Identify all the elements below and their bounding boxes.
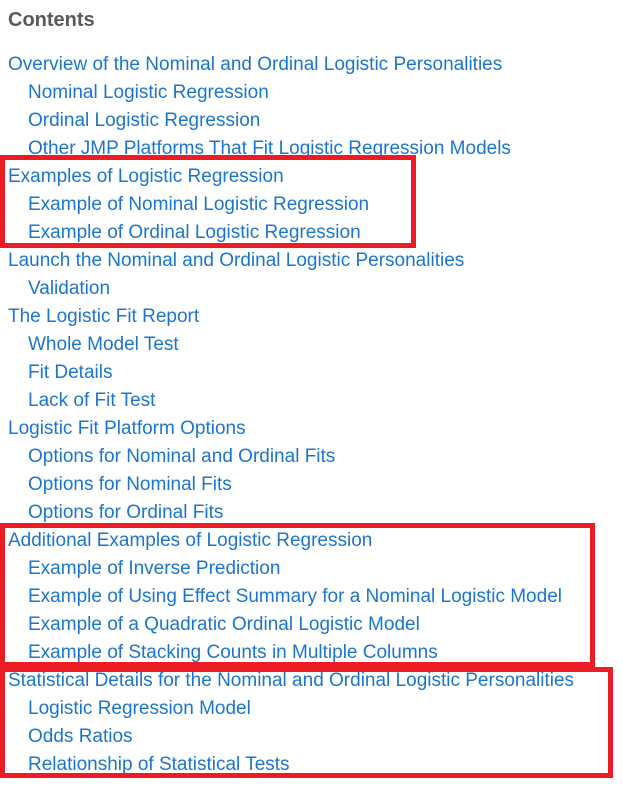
toc-item[interactable]: Example of Stacking Counts in Multiple C… xyxy=(28,642,438,663)
toc-item[interactable]: Whole Model Test xyxy=(28,334,179,355)
toc-item[interactable]: Validation xyxy=(28,278,111,299)
toc-item[interactable]: Example of Ordinal Logistic Regression xyxy=(28,222,361,243)
toc-item[interactable]: Other JMP Platforms That Fit Logistic Re… xyxy=(28,138,511,159)
toc-item[interactable]: Examples of Logistic Regression xyxy=(8,166,284,187)
page-title: Contents xyxy=(8,9,95,31)
toc-item[interactable]: Example of a Quadratic Ordinal Logistic … xyxy=(28,614,420,635)
toc-item[interactable]: Example of Using Effect Summary for a No… xyxy=(28,586,562,607)
toc-item[interactable]: Relationship of Statistical Tests xyxy=(28,754,290,775)
toc-item[interactable]: Options for Ordinal Fits xyxy=(28,502,224,523)
toc-item[interactable]: Odds Ratios xyxy=(28,726,133,747)
toc-item[interactable]: Logistic Regression Model xyxy=(28,698,251,719)
toc-item[interactable]: Options for Nominal Fits xyxy=(28,474,232,495)
toc-item[interactable]: Example of Inverse Prediction xyxy=(28,558,281,579)
toc-item[interactable]: The Logistic Fit Report xyxy=(8,306,200,327)
toc-item[interactable]: Statistical Details for the Nominal and … xyxy=(8,670,575,691)
toc-item[interactable]: Options for Nominal and Ordinal Fits xyxy=(28,446,336,467)
toc-item[interactable]: Example of Nominal Logistic Regression xyxy=(28,194,370,215)
toc-item[interactable]: Lack of Fit Test xyxy=(28,390,156,411)
toc-item[interactable]: Ordinal Logistic Regression xyxy=(28,110,261,131)
toc-item[interactable]: Nominal Logistic Regression xyxy=(28,82,269,103)
toc-item[interactable]: Logistic Fit Platform Options xyxy=(8,418,246,439)
toc-item[interactable]: Fit Details xyxy=(28,362,113,383)
toc-item[interactable]: Overview of the Nominal and Ordinal Logi… xyxy=(8,54,503,75)
toc-item[interactable]: Launch the Nominal and Ordinal Logistic … xyxy=(8,250,465,271)
toc-item[interactable]: Additional Examples of Logistic Regressi… xyxy=(8,530,373,551)
table-of-contents: Overview of the Nominal and Ordinal Logi… xyxy=(0,51,623,779)
